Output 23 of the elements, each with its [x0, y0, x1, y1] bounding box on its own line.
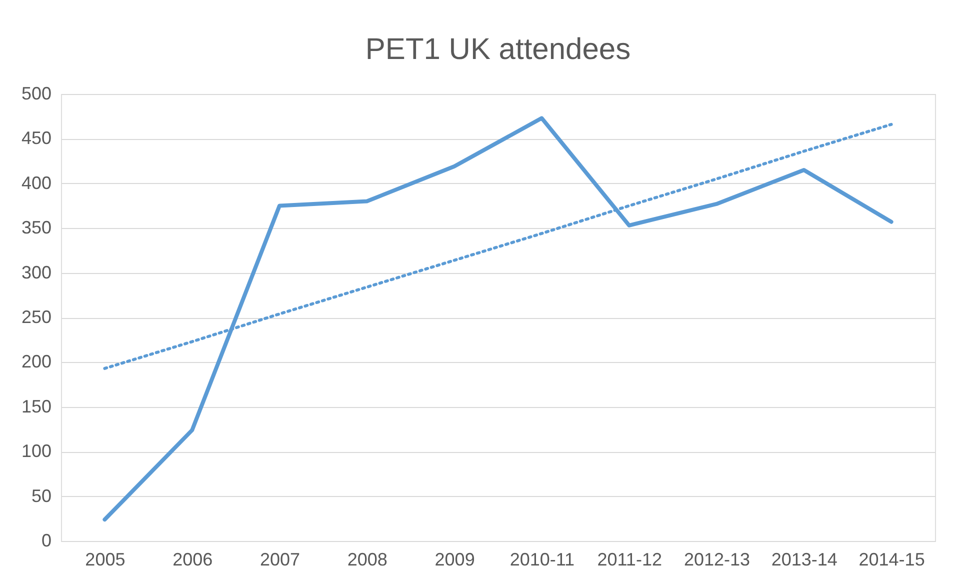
chart-title: PET1 UK attendees: [365, 33, 631, 66]
y-tick-label: 400: [21, 172, 52, 193]
x-tick-label: 2008: [347, 550, 388, 570]
x-tick-label: 2014-15: [858, 550, 925, 570]
x-tick-label: 2006: [172, 550, 213, 570]
x-tick-label: 2011-12: [597, 550, 662, 570]
y-tick-label: 500: [21, 84, 52, 104]
x-tick-label: 2005: [85, 550, 126, 570]
y-tick-label: 100: [21, 441, 52, 462]
y-tick-label: 50: [31, 486, 52, 506]
y-tick-label: 300: [21, 262, 52, 282]
x-tick-label: 2010-11: [510, 550, 575, 570]
x-tick-label: 2012-13: [684, 550, 750, 570]
x-tick-label: 2007: [260, 550, 300, 570]
y-tick-label: 450: [21, 128, 52, 148]
x-tick-label: 2013-14: [771, 550, 838, 570]
y-tick-label: 150: [21, 396, 52, 416]
line-series: [102, 116, 894, 522]
y-tick-label: 200: [21, 352, 52, 372]
y-tick-label: 350: [21, 218, 52, 238]
x-tick-label: 2009: [434, 550, 475, 570]
y-tick-label: 0: [41, 530, 52, 550]
y-tick-label: 250: [21, 307, 52, 327]
